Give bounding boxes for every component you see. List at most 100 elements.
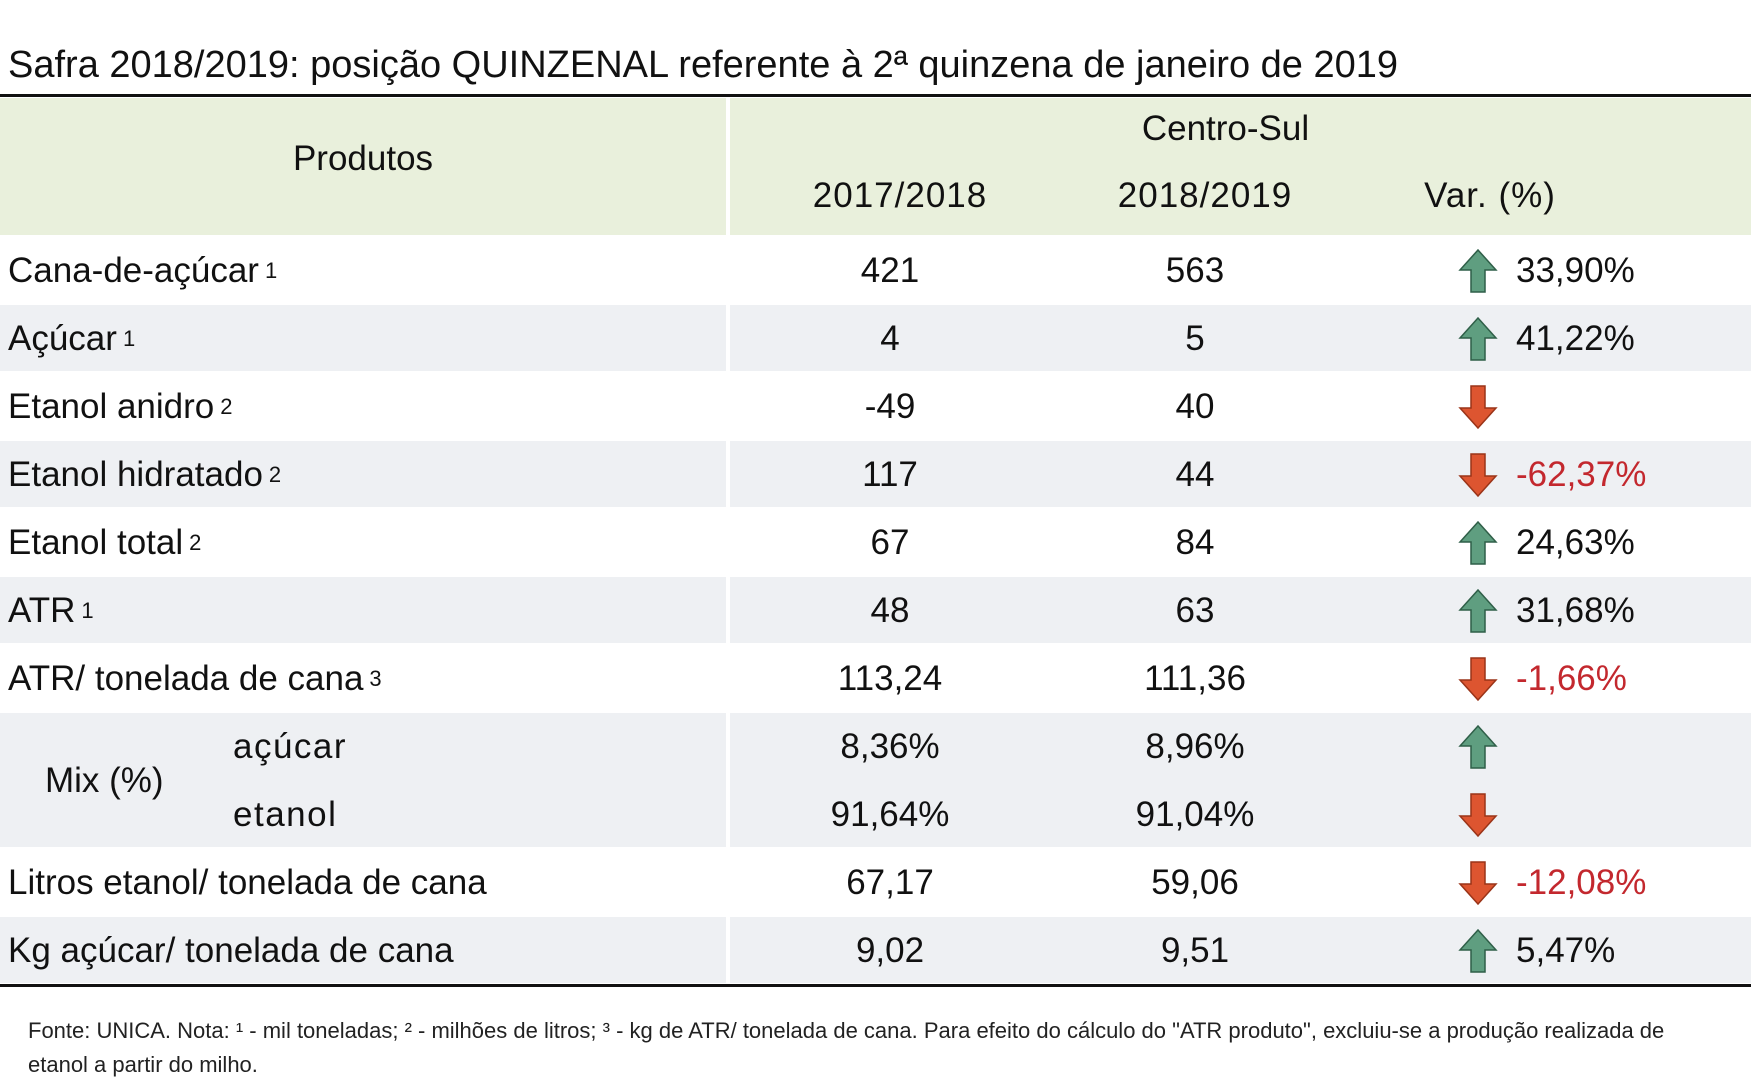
footnote-mark: 2 [189,530,202,555]
variation-cell-text: -1,66% [1516,659,1627,698]
row-label-text: ATR/ tonelada de cana [8,659,364,698]
value-cell: 67 [810,509,970,577]
row-background [0,713,726,847]
value-cell: 421 [810,237,970,305]
value-cell-text: 9,02 [855,931,925,970]
top-rule [0,94,1751,97]
trend-arrow [1458,793,1498,838]
row-label-text: Kg açúcar/ tonelada de cana [8,931,454,970]
value-cell: 9,51 [1115,917,1275,985]
value-cell-text: 111,36 [1144,659,1246,698]
footnote: Fonte: UNICA. Nota: ¹ - mil toneladas; ²… [28,1018,1665,1077]
variation-cell: 33,90% [1516,237,1736,305]
variation-cell: 31,68% [1516,577,1736,645]
row-background [730,98,1751,235]
value-cell: 91,64% [810,781,970,849]
value-cell-text: 48 [870,591,910,630]
value-cell: 44 [1115,441,1275,509]
mix-sublabel: etanol [233,781,533,849]
row-label-text: Etanol anidro [8,387,215,426]
value-cell: 5 [1115,305,1275,373]
trend-arrow [1458,657,1498,702]
mix-sublabel: açúcar [233,713,533,781]
row-label: Kg açúcar/ tonelada de cana [8,917,724,985]
value-cell: 48 [810,577,970,645]
trend-arrow [1458,588,1498,633]
arrow-shape [1458,385,1498,430]
value-cell-text: 8,96% [1145,727,1245,766]
row-label-text: Cana-de-açúcar [8,251,259,290]
footnote-mark: 1 [81,598,94,623]
row-background [730,645,1751,711]
variation-cell-text: 33,90% [1516,251,1635,290]
value-cell-text: 4 [880,319,900,358]
value-cell-text: 9,51 [1160,931,1230,970]
row-label: Açúcar 1 [8,305,724,373]
row-background [0,645,726,711]
mix-label: Mix (%) [45,713,245,849]
row-label-text: Litros etanol/ tonelada de cana [8,863,487,902]
row-background [730,237,1751,303]
row-background [730,373,1751,439]
value-cell-text: 117 [862,455,918,494]
arrow-shape [1458,588,1498,633]
row-label-text: Etanol hidratado [8,455,263,494]
footnote-mark: 2 [220,394,233,419]
trend-arrow [1458,316,1498,361]
variation-cell: -1,66% [1516,645,1736,713]
value-cell-text: -49 [864,387,916,426]
header-region: Centro-Sul [730,104,1721,154]
trend-arrow [1458,248,1498,293]
value-cell: 9,02 [810,917,970,985]
value-cell: 563 [1115,237,1275,305]
value-cell: 84 [1115,509,1275,577]
row-background [0,98,726,235]
bottom-rule [0,984,1751,987]
trend-arrow [1458,724,1498,769]
trend-arrow [1458,928,1498,973]
value-cell: 40 [1115,373,1275,441]
variation-cell: -12,08% [1516,849,1736,917]
variation-cell-text: 41,22% [1516,319,1635,358]
row-background [0,373,726,439]
row-label-text: Açúcar [8,319,117,358]
value-cell-text: 63 [1175,591,1215,630]
arrow-shape [1458,520,1498,565]
value-cell: -49 [810,373,970,441]
value-cell: 113,24 [810,645,970,713]
header-column: Var. (%) [1380,168,1600,224]
variation-cell-text: 31,68% [1516,591,1635,630]
row-background [730,713,1751,847]
row-label: Etanol total 2 [8,509,724,577]
row-background [0,509,726,575]
mix-sublabel-text: açúcar [233,727,348,766]
row-label: ATR 1 [8,577,724,645]
trend-arrow [1458,520,1498,565]
variation-cell: 24,63% [1516,509,1736,577]
value-cell-text: 8,36% [840,727,940,766]
variation-cell: 41,22% [1516,305,1736,373]
header-column-text: 2017/2018 [812,176,988,215]
header-column: 2017/2018 [790,168,1010,224]
row-background [730,305,1751,371]
arrow-shape [1458,248,1498,293]
value-cell-text: 563 [1165,251,1225,290]
variation-cell-text: 24,63% [1516,523,1635,562]
value-cell-text: 40 [1175,387,1215,426]
value-cell-text: 421 [860,251,920,290]
title: Safra 2018/2019: posição QUINZENAL refer… [8,44,1399,86]
variation-cell: -62,37% [1516,441,1736,509]
value-cell: 111,36 [1115,645,1275,713]
value-cell-text: 44 [1175,455,1215,494]
header-products: Produtos [0,98,726,219]
value-cell: 4 [810,305,970,373]
header-column-text: 2018/2019 [1117,176,1293,215]
mix-sublabel-text: etanol [233,795,338,834]
value-cell-text: 67,17 [846,863,934,902]
footnote-mark: 1 [264,258,278,283]
row-background [0,305,726,371]
value-cell-text: 67 [870,523,910,562]
arrow-shape [1458,861,1498,906]
